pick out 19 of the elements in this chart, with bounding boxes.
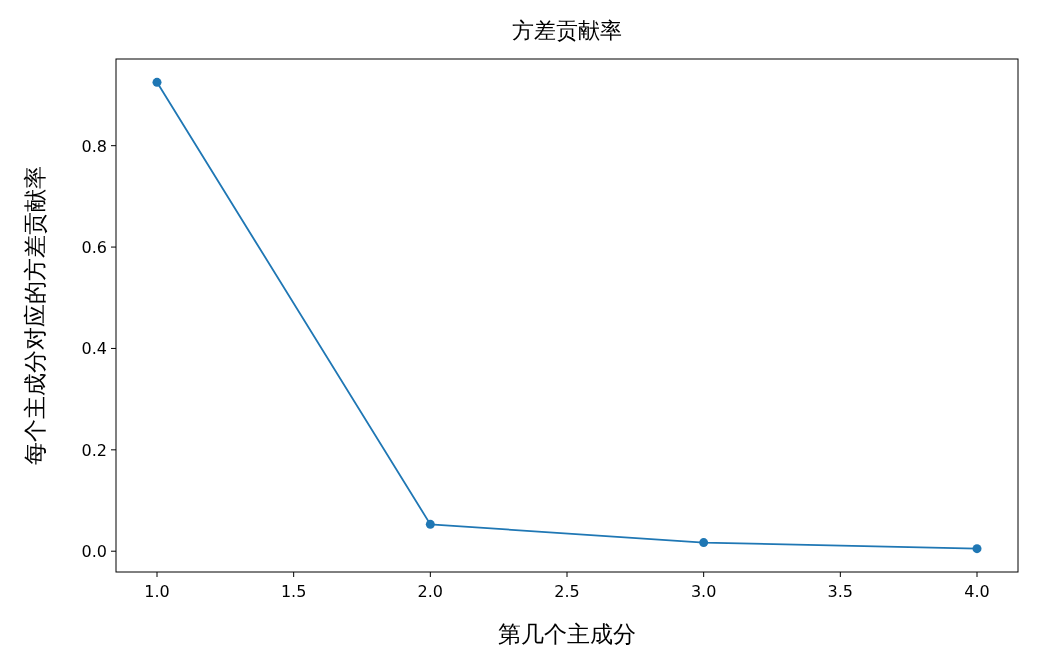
point (972, 544, 982, 554)
y-tick-label: 0.4 (81, 339, 107, 359)
y-tick-label: 0.6 (81, 238, 107, 258)
x-tick-label: 1.5 (280, 582, 307, 601)
chart-title: 方差贡献率 (512, 18, 622, 43)
y-tick-label: 0.0 (81, 542, 107, 562)
point (425, 519, 435, 529)
y-axis-title: 每个主成分对应的方差贡献率 (22, 166, 48, 465)
x-tick-label: 3.0 (690, 582, 717, 601)
y-tick-label: 0.2 (81, 440, 107, 460)
x-axis-title: 第几个主成分 (498, 621, 636, 647)
x-tick-label: 1.0 (144, 582, 170, 601)
x-tick-label: 3.5 (827, 582, 854, 601)
y-tick-label: 0.8 (81, 136, 107, 156)
point (699, 538, 709, 548)
x-tick-label: 4.0 (964, 582, 990, 601)
x-tick-label: 2.5 (554, 582, 580, 601)
point (152, 77, 162, 87)
x-tick-label: 2.0 (417, 582, 444, 601)
